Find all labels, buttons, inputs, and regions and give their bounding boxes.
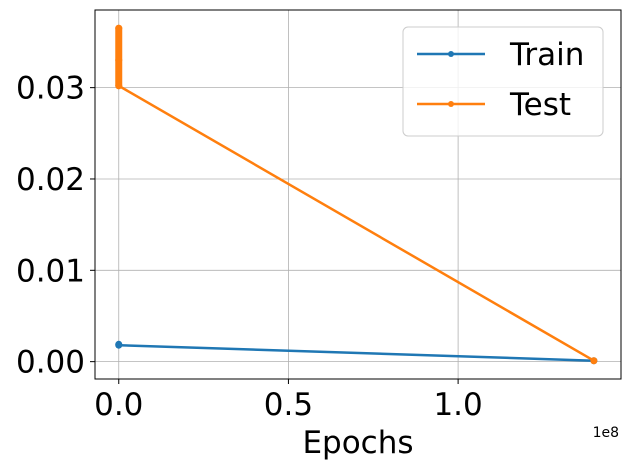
legend: Train Test bbox=[402, 26, 604, 137]
y-tick-label: 0.00 bbox=[16, 345, 85, 381]
plot-area-frame bbox=[94, 9, 622, 380]
plot-series bbox=[115, 24, 598, 365]
train-data-point bbox=[115, 341, 123, 349]
x-axis-offset-label: 1e8 bbox=[593, 425, 619, 441]
x-tick-label: 0.5 bbox=[264, 387, 313, 423]
x-axis-title: Epochs bbox=[302, 425, 413, 461]
train-series-line bbox=[117, 343, 594, 362]
x-tick-label: 0.0 bbox=[94, 387, 143, 423]
x-axis-ticks: 0.0 0.5 1.0 bbox=[94, 379, 483, 423]
test-legend-marker bbox=[448, 101, 454, 107]
train-legend-label: Train bbox=[509, 37, 584, 73]
y-tick-label: 0.01 bbox=[16, 253, 85, 289]
y-tick-label: 0.03 bbox=[16, 71, 85, 107]
train-legend-marker bbox=[448, 51, 454, 57]
test-legend-label: Test bbox=[509, 87, 571, 123]
x-tick-label: 1.0 bbox=[433, 387, 482, 423]
test-data-point bbox=[590, 357, 598, 365]
y-axis-ticks: 0.00 0.01 0.02 0.03 bbox=[16, 71, 95, 381]
y-tick-label: 0.02 bbox=[16, 162, 85, 198]
